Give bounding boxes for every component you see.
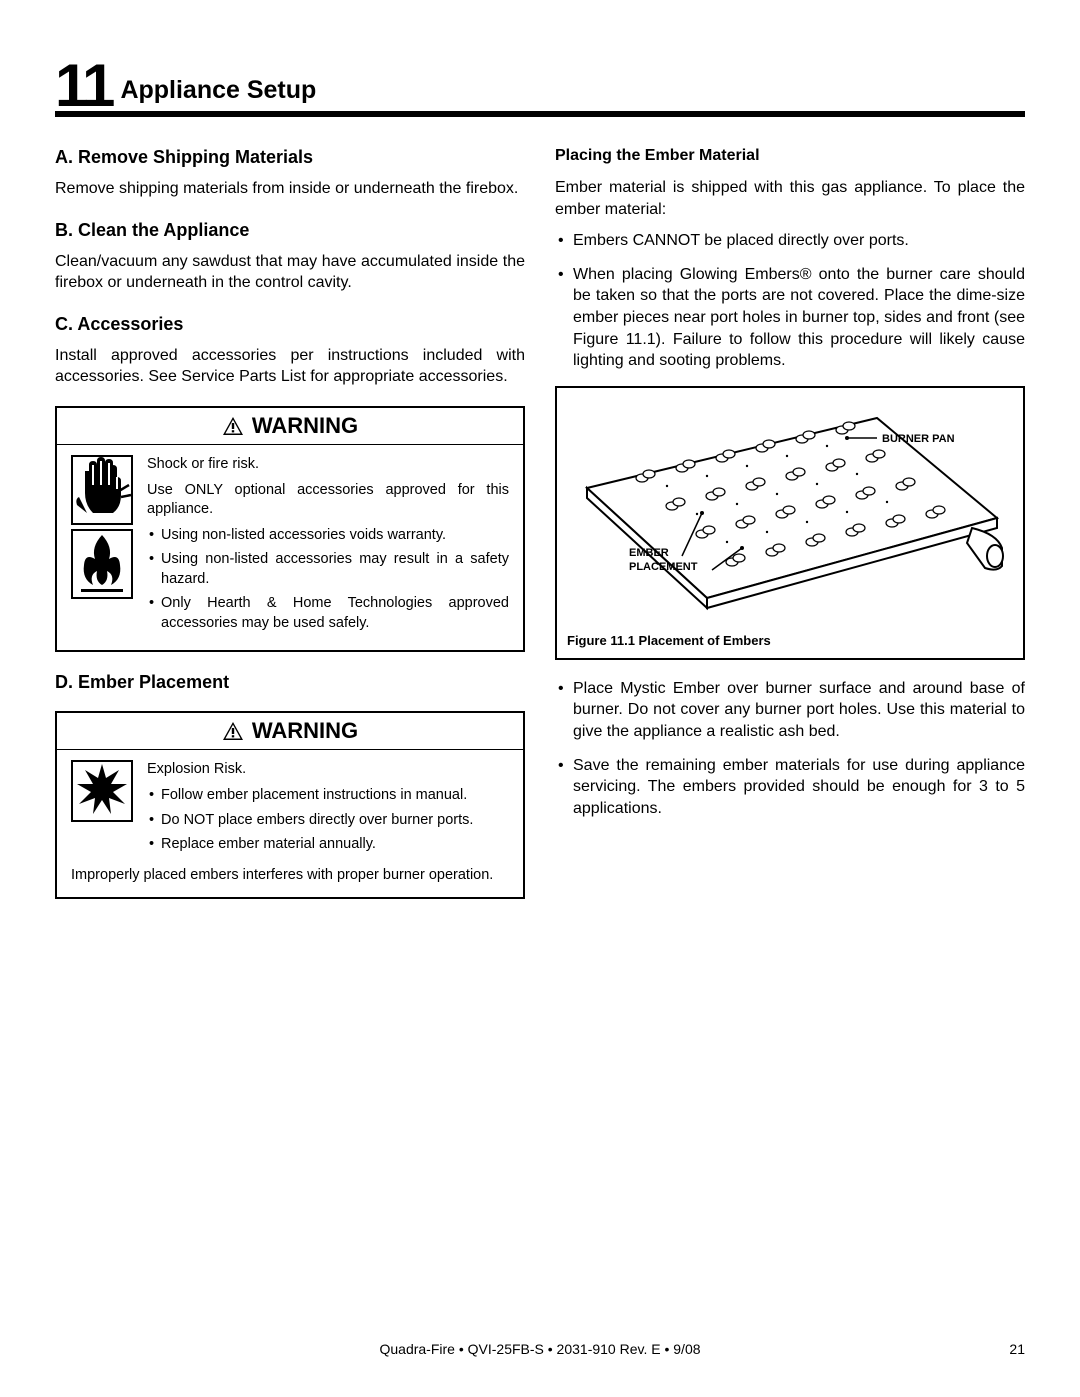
bottom-bullet-0: Place Mystic Ember over burner surface a… [555,678,1025,743]
section-header: 11 Appliance Setup [55,60,1025,117]
figure-box: BURNER PAN EMBER PLACEMENT Figure 11.1 P… [555,386,1025,660]
warning1-bullet-1: Using non-listed accessories may result … [147,550,509,589]
warning-text-1: Shock or fire risk. Use ONLY optional ac… [147,455,509,639]
page-number: 21 [1009,1341,1025,1357]
warning-triangle-icon [222,416,244,436]
body-c: Install approved accessories per instruc… [55,345,525,388]
heading-a: A. Remove Shipping Materials [55,147,525,168]
top-bullet-0: Embers CANNOT be placed directly over po… [555,230,1025,252]
warning1-bullet-0: Using non-listed accessories voids warra… [147,526,509,546]
warning1-bullet-2: Only Hearth & Home Technologies approved… [147,594,509,633]
content-columns: A. Remove Shipping Materials Remove ship… [55,137,1025,909]
bottom-bullet-1: Save the remaining ember materials for u… [555,755,1025,820]
left-column: A. Remove Shipping Materials Remove ship… [55,137,525,909]
warning-icons-1 [71,455,133,639]
warning-title-1: WARNING [252,413,358,439]
heading-b: B. Clean the Appliance [55,220,525,241]
hand-stop-icon [71,455,133,525]
bullets-top: Embers CANNOT be placed directly over po… [555,230,1025,372]
heading-d: D. Ember Placement [55,672,525,693]
explosion-icon [71,760,133,822]
burner-pan-diagram: BURNER PAN EMBER PLACEMENT [567,398,1007,618]
warning1-text1: Use ONLY optional accessories approved f… [147,481,509,520]
heading-c: C. Accessories [55,314,525,335]
section-title: Appliance Setup [120,76,316,111]
warning-box-1: WARNING [55,406,525,653]
warning-text-2: Explosion Risk. Follow ember placement i… [147,760,509,859]
bullets-bottom: Place Mystic Ember over burner surface a… [555,678,1025,820]
warning-triangle-icon [222,721,244,741]
warning-header-2: WARNING [57,713,523,750]
warning-header-1: WARNING [57,408,523,445]
figure-caption: Figure 11.1 Placement of Embers [567,633,1013,648]
warning2-risk: Explosion Risk. [147,760,509,780]
warning1-risk: Shock or fire risk. [147,455,509,475]
ember-label-2: PLACEMENT [629,561,698,573]
footer-text: Quadra-Fire • QVI-25FB-S • 2031-910 Rev.… [0,1341,1080,1357]
warning2-bullet-2: Replace ember material annually. [147,835,509,855]
warning-content-2: Explosion Risk. Follow ember placement i… [57,750,523,897]
right-heading: Placing the Ember Material [555,147,1025,165]
top-bullet-1: When placing Glowing Embers® onto the bu… [555,264,1025,372]
warning-icons-2 [71,760,133,859]
fire-icon [71,529,133,599]
figure-diagram: BURNER PAN EMBER PLACEMENT [567,398,1013,623]
warning-content-1: Shock or fire risk. Use ONLY optional ac… [57,445,523,651]
right-intro: Ember material is shipped with this gas … [555,177,1025,220]
warning2-bullet-1: Do NOT place embers directly over burner… [147,811,509,831]
ember-label-1: EMBER [629,547,669,559]
body-a: Remove shipping materials from inside or… [55,178,525,200]
burner-pan-label: BURNER PAN [882,433,955,445]
warning2-bottom: Improperly placed embers interferes with… [71,866,509,886]
section-number: 11 [55,60,112,111]
warning2-bullet-0: Follow ember placement instructions in m… [147,786,509,806]
warning-box-2: WARNING Explosion Risk. Follow ember pla… [55,711,525,899]
body-b: Clean/vacuum any sawdust that may have a… [55,251,525,294]
warning-title-2: WARNING [252,718,358,744]
right-column: Placing the Ember Material Ember materia… [555,137,1025,909]
